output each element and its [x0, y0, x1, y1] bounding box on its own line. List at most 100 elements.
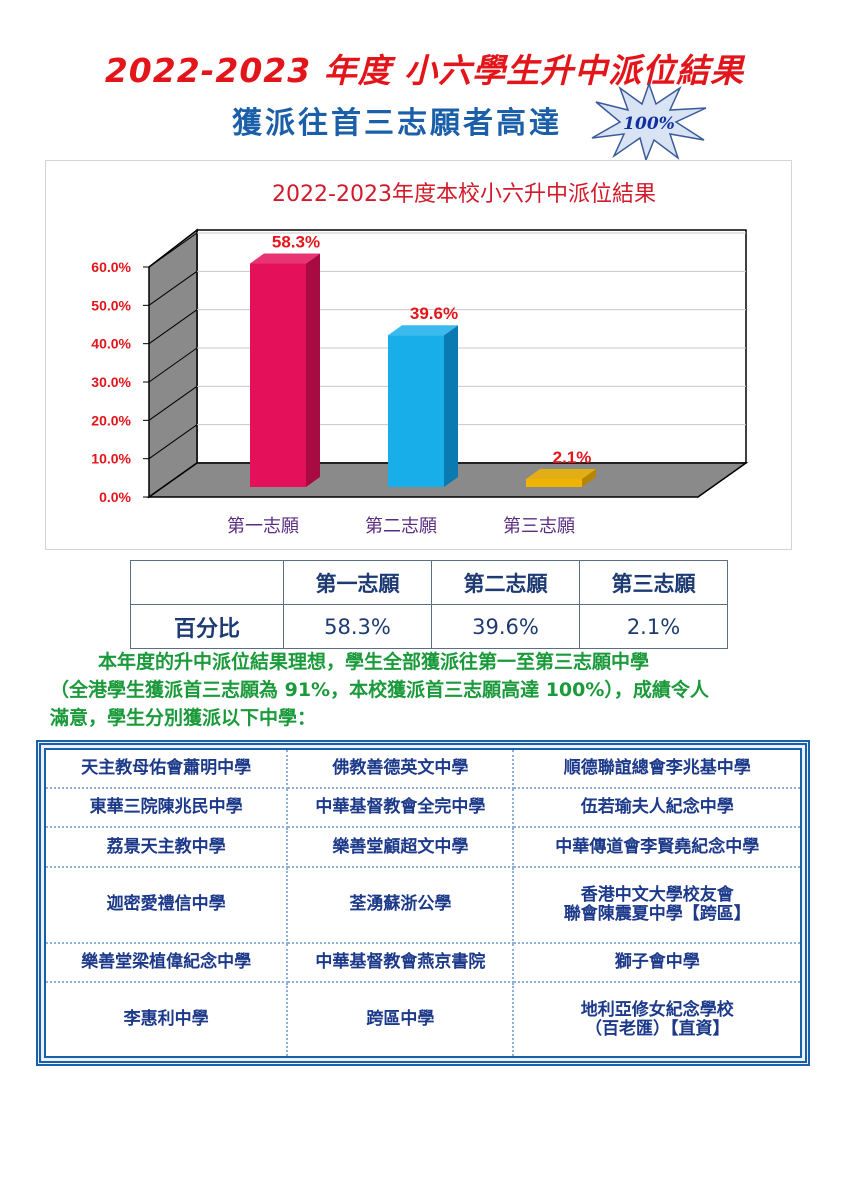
stats-header-3: 第三志願: [579, 560, 728, 605]
school-cell: 香港中文大學校友會 聯會陳震夏中學【跨區】: [513, 867, 800, 944]
stats-value-row: 百分比 58.3% 39.6% 2.1%: [130, 604, 728, 649]
stats-value-3: 2.1%: [579, 604, 728, 649]
stats-value-2: 39.6%: [431, 604, 580, 649]
bar-chart: 2022-2023年度本校小六升中派位結果 0.0% 10.0% 20.0% 30.0…: [91, 182, 749, 537]
school-name: 荔景天主教中學: [106, 836, 226, 857]
school-name: 地利亞修女紀念學校: [580, 999, 734, 1020]
bar: [388, 335, 444, 487]
bar-top: [388, 325, 458, 336]
school-name: 中華基督教會燕京書院: [315, 951, 486, 972]
school-row: 迦密愛禮信中學 荃湧蘇浙公學 香港中文大學校友會 聯會陳震夏中學【跨區】: [46, 867, 800, 944]
gridline-side: [148, 424, 198, 460]
school-row: 荔景天主教中學 樂善堂顧超文中學 中華傳道會李賢堯紀念中學: [46, 827, 800, 869]
school-name: 伍若瑜夫人紀念中學: [580, 797, 734, 818]
stats-corner-cell: [130, 560, 284, 605]
school-name: 樂善堂梁植偉紀念中學: [81, 951, 252, 972]
school-name: 東華三院陳兆民中學: [89, 797, 243, 818]
bar-top: [250, 253, 320, 264]
school-name: 聯會陳震夏中學【跨區】: [563, 903, 751, 924]
bars: 58.3% 39.6% 2.1%: [250, 233, 596, 487]
gridline-side: [148, 347, 198, 383]
badge-label: 100%: [623, 114, 675, 134]
summary-line-1: 本年度的升中派位結果理想，學生全部獲派往第一至第三志願中學: [98, 651, 650, 673]
bar-side: [444, 325, 458, 487]
y-axis-ticks: 0.0% 10.0% 20.0% 30.0% 40.0% 50.0% 60.0%: [91, 259, 149, 505]
school-row: 李惠利中學 跨區中學 地利亞修女紀念學校 （百老匯）【直資】: [46, 982, 800, 1056]
y-tick-label: 20.0%: [91, 412, 131, 428]
school-cell: 地利亞修女紀念學校 （百老匯）【直資】: [513, 982, 800, 1056]
school-name: 迦密愛禮信中學: [106, 894, 226, 915]
school-name: 佛教善德英文中學: [332, 757, 469, 778]
page-title: 2022-2023 年度 小六學生升中派位結果: [104, 51, 745, 90]
schools-frame: 天主教母佑會蕭明中學 佛教善德英文中學 順德聯誼總會李兆基中學 東華三院陳兆民中學 中華…: [36, 740, 810, 1066]
stats-table: 第一志願 第二志願 第三志願 百分比 58.3% 39.6% 2.1%: [130, 560, 728, 649]
chart-side-wall: [148, 228, 198, 499]
gridline-side: [148, 270, 198, 306]
school-cell: 天主教母佑會蕭明中學: [46, 750, 289, 789]
data-label: 2.1%: [553, 448, 592, 467]
school-name: 跨區中學: [366, 1009, 435, 1030]
bar-top: [526, 468, 596, 479]
school-cell: 迦密愛禮信中學: [46, 867, 289, 944]
y-tick-label: 30.0%: [91, 374, 131, 390]
bar-side: [582, 468, 596, 487]
school-cell: 樂善堂顧超文中學: [287, 827, 515, 869]
summary-line-2: （全港學生獲派首三志願為 91%，本校獲派首三志願高達 100%），成績令人: [50, 679, 709, 701]
stats-row-label: 百分比: [130, 604, 284, 649]
school-name: 樂善堂顧超文中學: [332, 836, 469, 857]
chart-title: 2022-2023年度本校小六升中派位結果: [272, 182, 656, 207]
stats-header-1: 第一志願: [283, 560, 432, 605]
category-label: 第三志願: [503, 516, 575, 537]
school-name: 天主教母佑會蕭明中學: [81, 757, 252, 778]
y-tick-label: 0.0%: [99, 489, 131, 505]
schools-table: 天主教母佑會蕭明中學 佛教善德英文中學 順德聯誼總會李兆基中學 東華三院陳兆民中學 中華…: [46, 750, 800, 1056]
school-name: （百老匯）【直資】: [584, 1018, 730, 1039]
page-subtitle: 獲派往首三志願者高達: [232, 106, 562, 141]
gridline-side: [148, 309, 198, 345]
gridline-side: [148, 385, 198, 421]
y-tick-label: 40.0%: [91, 336, 131, 352]
summary-line-3: 滿意，學生分別獲派以下中學：: [50, 707, 317, 729]
stats-header-row: 第一志願 第二志願 第三志願: [130, 560, 728, 605]
school-name: 中華傳道會李賢堯紀念中學: [555, 836, 760, 857]
data-label: 39.6%: [410, 304, 458, 323]
school-name: 順德聯誼總會李兆基中學: [563, 757, 751, 778]
category-label: 第二志願: [365, 516, 437, 537]
y-tick-label: 60.0%: [91, 259, 131, 275]
school-cell: 中華傳道會李賢堯紀念中學: [513, 827, 800, 869]
school-cell: 荔景天主教中學: [46, 827, 289, 869]
bar-side: [306, 253, 320, 487]
school-cell: 中華基督教會全完中學: [287, 787, 515, 829]
bar: [526, 478, 582, 487]
school-cell: 李惠利中學: [46, 982, 289, 1056]
y-tick-label: 10.0%: [91, 451, 131, 467]
data-label: 58.3%: [272, 233, 320, 252]
category-labels: 第一志願 第二志願 第三志願: [227, 516, 575, 537]
bar: [250, 263, 306, 487]
school-name: 李惠利中學: [123, 1009, 209, 1030]
school-name: 獅子會中學: [614, 951, 700, 972]
school-cell: 順德聯誼總會李兆基中學: [513, 750, 800, 789]
school-name: 中華基督教會全完中學: [315, 797, 486, 818]
school-row: 樂善堂梁植偉紀念中學 中華基督教會燕京書院 獅子會中學: [46, 942, 800, 984]
school-row: 東華三院陳兆民中學 中華基督教會全完中學 伍若瑜夫人紀念中學: [46, 787, 800, 829]
summary-text: 本年度的升中派位結果理想，學生全部獲派往第一至第三志願中學 （全港學生獲派首三志…: [50, 648, 810, 732]
category-label: 第一志願: [227, 516, 299, 537]
school-cell: 樂善堂梁植偉紀念中學: [46, 942, 289, 984]
stats-header-2: 第二志願: [431, 560, 580, 605]
school-cell: 獅子會中學: [513, 942, 800, 984]
school-cell: 東華三院陳兆民中學: [46, 787, 289, 829]
gridline-side: [148, 232, 198, 268]
stats-value-1: 58.3%: [283, 604, 432, 649]
school-cell: 荃湧蘇浙公學: [287, 867, 515, 944]
y-tick-label: 50.0%: [91, 297, 131, 313]
chart-frame: 2022-2023年度本校小六升中派位結果 0.0% 10.0% 20.0% 30.0…: [45, 160, 792, 550]
school-cell: 佛教善德英文中學: [287, 750, 515, 789]
school-cell: 中華基督教會燕京書院: [287, 942, 515, 984]
school-cell: 跨區中學: [287, 982, 515, 1056]
school-name: 荃湧蘇浙公學: [349, 894, 452, 915]
schools-inner: 天主教母佑會蕭明中學 佛教善德英文中學 順德聯誼總會李兆基中學 東華三院陳兆民中學 中華…: [44, 748, 802, 1058]
school-name: 香港中文大學校友會: [580, 884, 734, 905]
school-cell: 伍若瑜夫人紀念中學: [513, 787, 800, 829]
percent-burst-badge: 100%: [591, 82, 707, 162]
